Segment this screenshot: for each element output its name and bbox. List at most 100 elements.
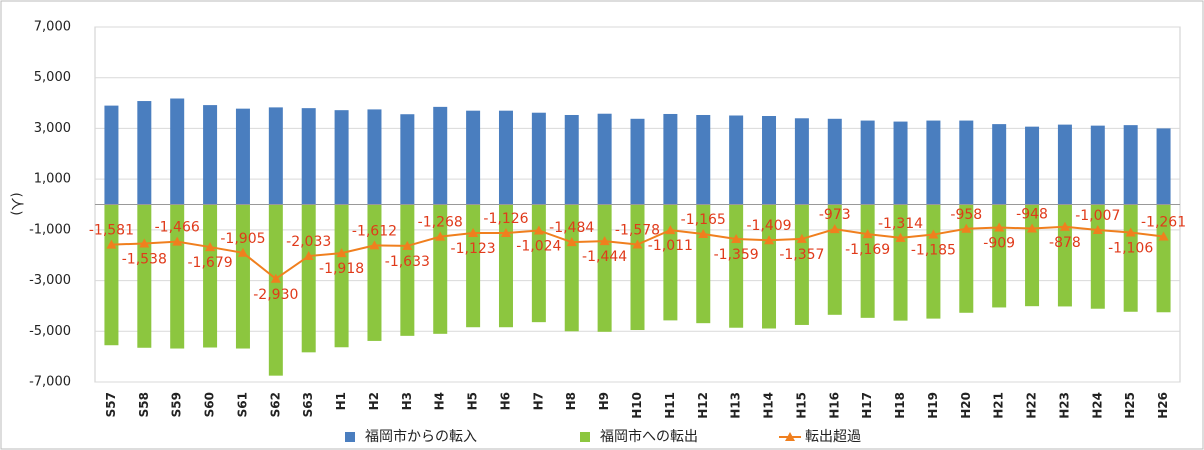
x-tick-label: S59 xyxy=(170,392,184,417)
bar xyxy=(696,114,711,205)
marker xyxy=(533,225,544,235)
x-tick-label: H8 xyxy=(564,392,578,410)
bar xyxy=(104,204,119,346)
bar xyxy=(203,204,218,348)
data-label: -878 xyxy=(1049,235,1081,251)
x-tick-label: S58 xyxy=(137,392,151,417)
bar xyxy=(827,118,842,205)
bar xyxy=(959,120,974,205)
marker xyxy=(139,238,150,248)
x-tick-label: H3 xyxy=(400,392,414,410)
legend-swatch xyxy=(785,432,795,441)
bar xyxy=(104,105,119,205)
legend-label: 福岡市への転出 xyxy=(600,428,698,445)
bar xyxy=(762,116,777,205)
marker xyxy=(928,229,939,239)
y-tick-label: -1,000 xyxy=(29,222,71,237)
marker xyxy=(1027,223,1038,233)
legend-label: 転出超過 xyxy=(805,429,861,445)
data-label: -1,679 xyxy=(188,255,233,271)
y-tick-label: 7,000 xyxy=(34,20,71,35)
data-label: -1,169 xyxy=(845,242,890,258)
data-label: -1,007 xyxy=(1075,208,1120,224)
bar xyxy=(1025,126,1040,205)
bar xyxy=(301,108,316,205)
x-tick-label: H9 xyxy=(597,392,611,410)
marker xyxy=(336,248,347,258)
bar xyxy=(268,204,283,376)
x-tick-label: H22 xyxy=(1025,392,1039,419)
data-label: -1,918 xyxy=(319,261,364,277)
bar xyxy=(400,204,415,336)
bar xyxy=(531,204,546,323)
x-tick-label: S63 xyxy=(301,392,315,417)
bar xyxy=(630,118,645,205)
x-tick-label: H2 xyxy=(367,392,381,410)
data-label: -909 xyxy=(983,236,1015,252)
data-label: -1,538 xyxy=(122,251,167,267)
marker xyxy=(566,237,577,247)
data-label: -1,011 xyxy=(648,238,693,254)
marker xyxy=(731,233,742,243)
data-label: -2,930 xyxy=(253,287,298,303)
bar xyxy=(860,120,875,205)
bar xyxy=(1156,204,1171,313)
marker xyxy=(303,251,314,261)
bar xyxy=(334,110,349,205)
bar xyxy=(367,109,382,205)
bar xyxy=(794,118,809,205)
x-tick-label: S62 xyxy=(268,392,282,417)
marker xyxy=(632,239,643,249)
bar xyxy=(564,114,579,205)
marker xyxy=(994,222,1005,232)
y-tick-label: 1,000 xyxy=(34,172,71,187)
x-tick-label: H17 xyxy=(860,392,874,419)
data-label: -1,261 xyxy=(1141,214,1186,230)
bar xyxy=(992,204,1007,308)
marker xyxy=(1092,225,1103,235)
bar xyxy=(334,204,349,348)
data-label: -1,581 xyxy=(89,223,134,239)
bar xyxy=(992,124,1007,205)
x-tick-label: H5 xyxy=(466,392,480,410)
bar xyxy=(597,204,612,332)
y-tick-label: 3,000 xyxy=(34,121,71,136)
y-tick-label: 5,000 xyxy=(34,70,71,85)
bar xyxy=(1057,124,1072,205)
data-label: -1,165 xyxy=(681,212,726,228)
marker xyxy=(764,235,775,245)
x-tick-label: H24 xyxy=(1090,392,1104,419)
bar xyxy=(367,204,382,341)
bar xyxy=(893,121,908,205)
data-label: -1,106 xyxy=(1108,241,1153,257)
data-label: -1,409 xyxy=(746,218,791,234)
bar xyxy=(400,114,415,205)
x-tick-label: H14 xyxy=(762,392,776,419)
bar xyxy=(1123,204,1138,312)
marker xyxy=(829,224,840,234)
bar xyxy=(729,204,744,328)
bar xyxy=(860,204,875,318)
x-tick-label: H12 xyxy=(696,392,710,419)
bar xyxy=(729,115,744,205)
y-tick-label: -5,000 xyxy=(29,324,71,339)
x-tick-label: H18 xyxy=(893,392,907,419)
bar xyxy=(466,204,481,328)
data-label: -1,024 xyxy=(516,238,561,254)
data-label: -1,466 xyxy=(155,220,200,236)
marker xyxy=(1059,221,1070,231)
marker xyxy=(599,236,610,246)
bar xyxy=(1156,128,1171,205)
data-label: -973 xyxy=(819,207,851,223)
bar xyxy=(794,204,809,325)
bar xyxy=(893,204,908,321)
bar xyxy=(926,204,941,319)
bar xyxy=(170,204,185,349)
x-tick-label: H19 xyxy=(926,392,940,419)
x-tick-label: H7 xyxy=(531,392,545,410)
data-label: -958 xyxy=(950,207,982,223)
marker xyxy=(402,240,413,250)
y-tick-label: -7,000 xyxy=(29,375,71,390)
